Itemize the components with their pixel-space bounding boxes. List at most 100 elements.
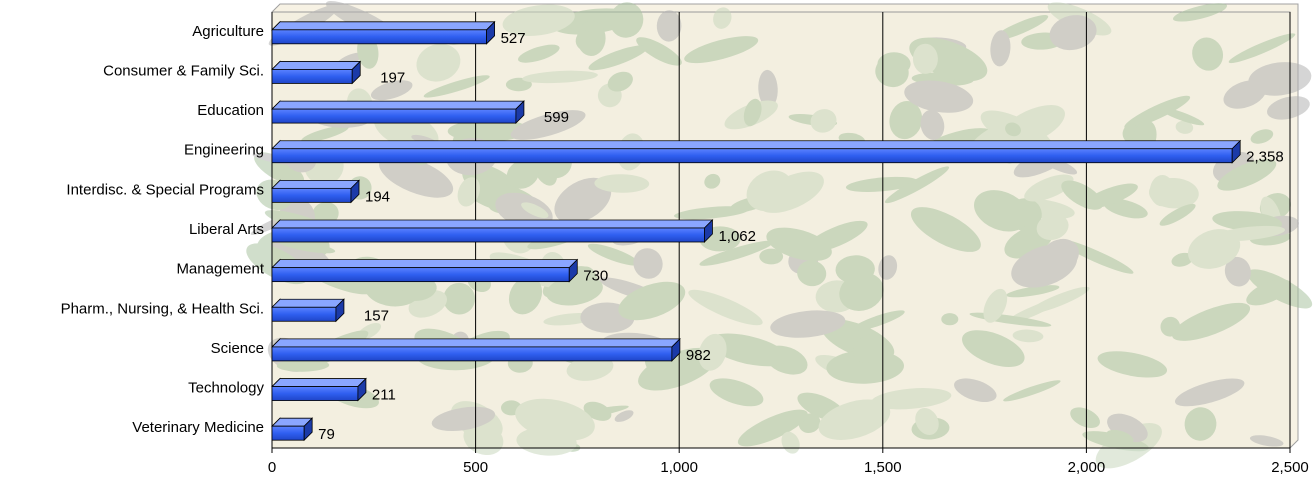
camouflage-blob [1061, 180, 1103, 210]
bar [271, 386, 359, 401]
bar [271, 306, 337, 322]
bar-side-face [568, 258, 578, 283]
bar-side-face [515, 100, 525, 125]
bar-side-face [335, 298, 345, 323]
camouflage-blob [1036, 214, 1069, 240]
camouflage-blob [871, 388, 952, 410]
camouflage-blob [443, 282, 476, 315]
camouflage-blob [1224, 256, 1251, 287]
tick-label: 0 [268, 459, 276, 476]
camouflage-blob [920, 109, 945, 140]
camouflage-blob [505, 77, 532, 92]
category-labels: Agriculture Consumer & Family Sci. Educati… [61, 23, 265, 436]
bar [271, 69, 353, 84]
bar [271, 29, 487, 45]
data-label: 2,358 [1246, 149, 1284, 166]
camouflage-blob [1070, 407, 1100, 428]
bars [271, 20, 1242, 442]
camouflage-blob [698, 333, 727, 371]
bar [271, 425, 305, 441]
bar-side-face [303, 417, 313, 442]
bar-top-face [271, 140, 1242, 150]
camouflage-blob [594, 174, 650, 193]
category-label: Consumer & Family Sci. [103, 62, 264, 79]
camouflage-blob [522, 70, 598, 84]
camouflage-blob [1175, 120, 1194, 134]
camouflage-blob [713, 7, 732, 29]
camouflage-blob [1159, 203, 1196, 226]
camouflage-blob [990, 30, 1011, 67]
data-label: 197 [380, 69, 405, 86]
camouflage-blob [457, 177, 480, 207]
camouflage-blob [1171, 252, 1193, 267]
camouflage-blob [1097, 351, 1168, 378]
camouflage-blob [999, 105, 1065, 147]
data-label: 527 [501, 30, 526, 47]
data-label: 982 [686, 347, 711, 364]
camouflage-blob [607, 71, 633, 92]
camouflage-blob [587, 243, 640, 266]
bar [271, 148, 1233, 164]
camouflage-blob [1250, 129, 1274, 144]
camouflage-blob [638, 347, 718, 391]
bar-side-face [704, 219, 713, 243]
camouflage-blob [884, 166, 950, 204]
tick-label: 500 [463, 459, 488, 476]
camouflage-blob [983, 288, 1008, 323]
camouflage-blob [797, 260, 827, 287]
camouflage-blob [1249, 435, 1284, 447]
camouflage-blob [684, 36, 759, 64]
tick-label: 1,500 [864, 459, 902, 476]
camouflage-blob [910, 207, 981, 252]
data-label: 79 [318, 426, 335, 443]
category-label: Engineering [184, 142, 264, 159]
camouflage-blob [954, 378, 997, 402]
bar-side-face [351, 60, 361, 85]
camouflage-blob [1003, 380, 1061, 402]
camouflage-blob [688, 289, 763, 326]
camouflage-blob [1006, 285, 1060, 298]
camouflage-blob [1174, 378, 1245, 407]
camouflage-blob [709, 378, 764, 407]
bar [271, 227, 705, 243]
camouflage-blob [402, 277, 437, 301]
camouflage-blob [818, 399, 891, 440]
camouflage-blob [759, 248, 784, 265]
camouflage-blob [508, 276, 543, 315]
camouflage-blob [770, 310, 846, 338]
bar-top-face [271, 338, 681, 348]
camouflage-blob [510, 110, 586, 140]
bar-top-face [271, 61, 362, 70]
category-label: Veterinary Medicine [132, 419, 264, 436]
bar-side-face [486, 20, 495, 45]
camouflage-blob [618, 281, 686, 321]
camouflage-blob [447, 119, 530, 142]
gridlines [271, 12, 1291, 449]
camouflage-blob [1212, 225, 1286, 242]
camouflage-blob [904, 80, 974, 113]
data-label: 157 [364, 307, 389, 324]
bar [271, 108, 517, 124]
camouflage-blob [974, 190, 1029, 232]
camouflage-blob [1012, 329, 1044, 343]
bar-top-face [271, 179, 360, 189]
bar-side-face [1231, 139, 1241, 164]
camouflage-blob [1040, 238, 1079, 273]
bar-side-face [357, 377, 367, 402]
camouflage-blob [656, 10, 682, 42]
data-label: 1,062 [718, 228, 756, 245]
camouflage-blob [1248, 62, 1312, 96]
camouflage-blob [758, 69, 778, 108]
camouflage-blob [614, 410, 634, 422]
data-label: 599 [544, 109, 569, 126]
category-label: Education [197, 102, 264, 119]
camouflage-blob [521, 202, 549, 219]
camouflage-blob [1049, 15, 1097, 51]
camouflage-blob [962, 330, 1025, 368]
camouflage-blob [915, 408, 939, 435]
bar-top-face [271, 259, 579, 269]
camouflage-blob [853, 334, 889, 363]
camouflage-blob [1172, 302, 1251, 341]
camouflage-blob [810, 109, 837, 133]
